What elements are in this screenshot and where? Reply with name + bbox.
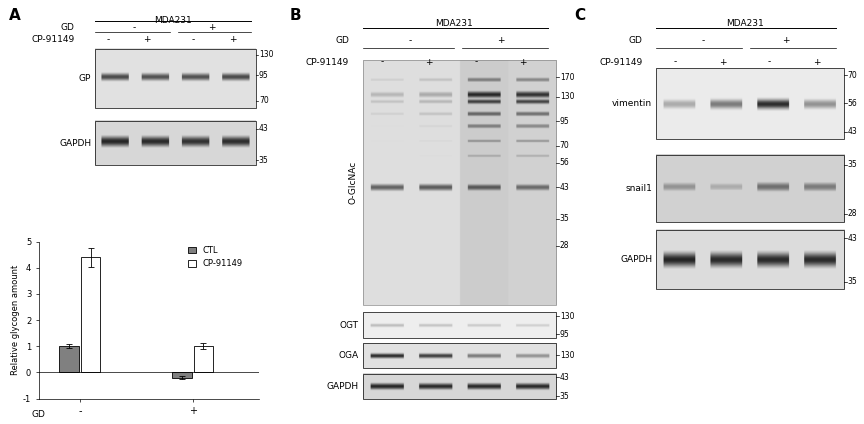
Bar bbox=[363, 60, 556, 304]
Text: +: + bbox=[719, 58, 727, 67]
Text: GD: GD bbox=[335, 36, 349, 45]
Text: -: - bbox=[132, 23, 136, 32]
Text: 70: 70 bbox=[848, 70, 857, 80]
Bar bbox=[657, 155, 844, 222]
Text: +: + bbox=[783, 36, 790, 45]
Text: 130: 130 bbox=[560, 312, 575, 321]
Text: +: + bbox=[519, 58, 527, 67]
Text: MDA231: MDA231 bbox=[435, 19, 473, 28]
Text: 70: 70 bbox=[560, 141, 569, 150]
Text: -: - bbox=[768, 58, 772, 67]
Text: 35: 35 bbox=[848, 160, 857, 169]
Text: 35: 35 bbox=[848, 277, 857, 286]
Text: 70: 70 bbox=[259, 97, 269, 106]
Text: OGT: OGT bbox=[340, 321, 359, 330]
Text: -: - bbox=[106, 35, 110, 44]
Text: 95: 95 bbox=[560, 117, 569, 126]
Bar bbox=[363, 374, 556, 399]
Bar bbox=[657, 68, 844, 139]
Text: GD: GD bbox=[60, 23, 74, 32]
Bar bbox=[95, 121, 256, 165]
Text: C: C bbox=[575, 8, 586, 23]
Text: -: - bbox=[192, 35, 195, 44]
Bar bbox=[194, 346, 213, 372]
Text: 28: 28 bbox=[560, 241, 569, 250]
Text: 35: 35 bbox=[560, 215, 569, 223]
Text: O-GlcNAc: O-GlcNAc bbox=[348, 161, 358, 204]
Text: 43: 43 bbox=[848, 127, 857, 136]
Text: -: - bbox=[674, 58, 677, 67]
Bar bbox=[60, 346, 79, 372]
Text: -: - bbox=[702, 36, 705, 45]
Bar bbox=[95, 49, 256, 108]
Text: 130: 130 bbox=[560, 92, 575, 101]
Text: 43: 43 bbox=[560, 183, 569, 192]
Bar bbox=[363, 312, 556, 338]
Text: +: + bbox=[229, 35, 236, 44]
Text: MDA231: MDA231 bbox=[726, 19, 764, 28]
Text: GD: GD bbox=[629, 36, 643, 45]
Text: GAPDH: GAPDH bbox=[59, 139, 92, 148]
Text: 43: 43 bbox=[848, 234, 857, 243]
Text: +: + bbox=[208, 23, 215, 32]
Text: 56: 56 bbox=[848, 99, 857, 108]
Text: +: + bbox=[813, 58, 821, 67]
Text: GAPDH: GAPDH bbox=[620, 255, 652, 264]
Bar bbox=[657, 229, 844, 289]
Text: +: + bbox=[425, 58, 433, 67]
Text: 56: 56 bbox=[560, 158, 569, 167]
Bar bbox=[172, 372, 192, 378]
Text: 95: 95 bbox=[560, 330, 569, 339]
Text: 130: 130 bbox=[560, 351, 575, 360]
Text: OGA: OGA bbox=[339, 351, 359, 360]
Legend: CTL, CP-91149: CTL, CP-91149 bbox=[187, 246, 243, 268]
Text: CP-91149: CP-91149 bbox=[306, 58, 349, 67]
Text: 130: 130 bbox=[259, 50, 273, 59]
Text: 28: 28 bbox=[848, 209, 857, 218]
Text: MDA231: MDA231 bbox=[154, 16, 192, 25]
Text: +: + bbox=[143, 35, 150, 44]
Text: 35: 35 bbox=[560, 392, 569, 401]
Bar bbox=[81, 257, 100, 372]
Text: -: - bbox=[381, 58, 384, 67]
Text: A: A bbox=[9, 8, 21, 23]
Text: +: + bbox=[498, 36, 505, 45]
Text: GD: GD bbox=[31, 410, 45, 418]
Text: -: - bbox=[474, 58, 478, 67]
Bar bbox=[363, 343, 556, 368]
Text: 43: 43 bbox=[560, 373, 569, 382]
Text: -: - bbox=[409, 36, 411, 45]
Text: CP-91149: CP-91149 bbox=[31, 35, 74, 44]
Text: B: B bbox=[289, 8, 301, 23]
Text: 43: 43 bbox=[259, 124, 269, 134]
Text: 170: 170 bbox=[560, 73, 575, 82]
Text: GP: GP bbox=[79, 74, 92, 83]
Text: vimentin: vimentin bbox=[612, 99, 652, 108]
Text: snail1: snail1 bbox=[626, 184, 652, 192]
Y-axis label: Relative glycogen amount: Relative glycogen amount bbox=[11, 265, 20, 375]
Text: GAPDH: GAPDH bbox=[327, 382, 359, 391]
Text: 95: 95 bbox=[259, 71, 269, 80]
Text: CP-91149: CP-91149 bbox=[600, 58, 643, 67]
Text: 35: 35 bbox=[259, 156, 269, 165]
